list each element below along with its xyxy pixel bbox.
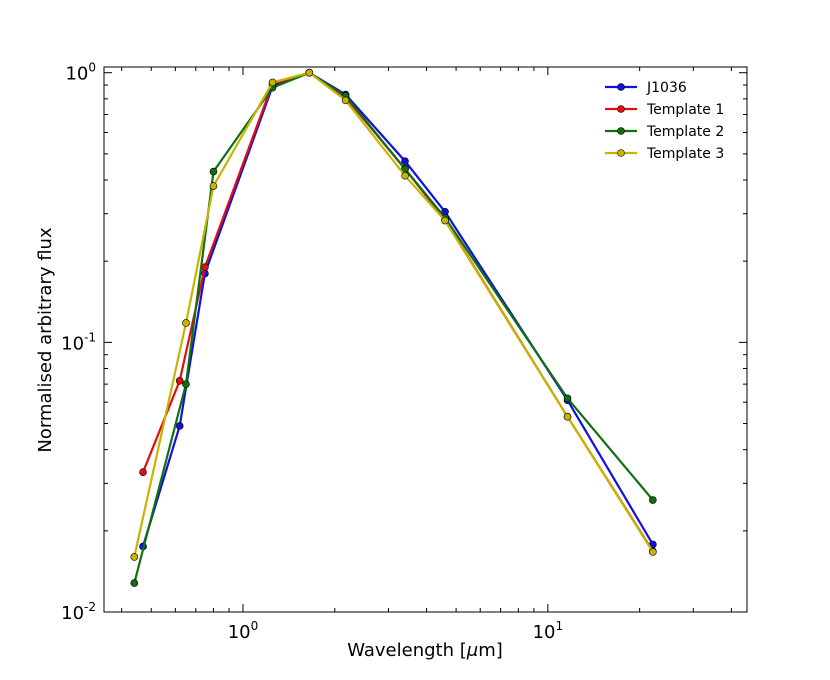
data-point (209, 182, 218, 190)
legend-label: J1036 (646, 80, 687, 96)
y-tick-base: 10 (65, 64, 88, 85)
data-point (341, 96, 350, 105)
series-j1036 (139, 68, 657, 551)
plot-frame (103, 66, 748, 613)
axis-ticks (104, 67, 747, 613)
data-point (563, 394, 572, 403)
data-point (268, 78, 277, 87)
data-point (563, 412, 572, 421)
legend-item: J1036 (605, 80, 687, 96)
data-point (401, 157, 409, 165)
legend-marker (617, 105, 625, 113)
y-axis-label: Normalised arbitrary flux (35, 227, 56, 453)
x-axis-label-suffix: m] (478, 640, 503, 661)
x-tick-exp: 1 (555, 619, 563, 633)
y-tick-base: 10 (61, 603, 84, 624)
series-line (133, 71, 654, 558)
data-point (175, 422, 184, 430)
legend-item: Template 2 (605, 124, 724, 140)
y-tick-label: 100 (65, 61, 96, 85)
y-tick-label: 10-1 (61, 330, 96, 354)
x-tick-label: 101 (533, 619, 564, 643)
legend-label: Template 1 (646, 102, 724, 118)
data-point (441, 216, 449, 225)
y-tick-exp: -1 (84, 330, 96, 344)
series-template-1 (139, 68, 657, 556)
legend-item: Template 1 (605, 102, 724, 118)
series-layer (130, 68, 657, 587)
legend-item: Template 3 (605, 146, 724, 162)
x-axis-label-prefix: Wavelength [ (347, 640, 467, 661)
series-template-3 (130, 68, 657, 561)
y-tick-label: 10-2 (61, 600, 96, 624)
legend-label: Template 2 (646, 124, 724, 140)
y-tick-exp: 0 (88, 61, 96, 75)
data-point (130, 553, 139, 561)
data-point (130, 579, 139, 587)
data-point (305, 68, 314, 77)
data-point (182, 319, 190, 327)
series-line (141, 71, 654, 547)
legend-label: Template 3 (646, 146, 724, 162)
x-tick-label: 100 (228, 619, 259, 643)
legend-marker (617, 127, 625, 135)
data-point (175, 377, 184, 385)
data-point (649, 496, 657, 504)
data-point (139, 468, 147, 476)
y-tick-exp: -2 (84, 600, 96, 614)
legend: J1036 Template 1 Template 2 Template 3 (605, 80, 724, 162)
data-point (209, 167, 218, 176)
data-point (401, 171, 409, 180)
x-tick-exp: 0 (251, 619, 259, 633)
x-axis-label: Wavelength [μm] (347, 640, 503, 661)
y-tick-base: 10 (61, 333, 84, 354)
legend-marker (617, 149, 625, 157)
data-point (649, 548, 657, 556)
series-line (133, 71, 654, 584)
x-axis-label-symbol: μ (466, 640, 478, 661)
x-tick-base: 10 (533, 622, 556, 643)
legend-marker (617, 83, 625, 91)
series-line (141, 71, 654, 552)
data-point (182, 380, 190, 388)
x-tick-base: 10 (228, 622, 251, 643)
